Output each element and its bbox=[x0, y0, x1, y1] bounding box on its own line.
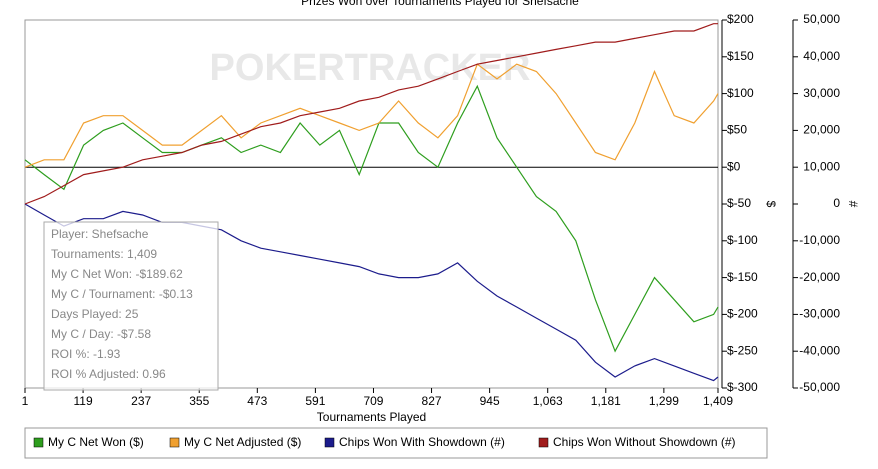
y2-tick-label: 50,000 bbox=[803, 12, 840, 26]
y2-tick-label: 0 bbox=[833, 196, 840, 210]
legend-label: My C Net Adjusted ($) bbox=[184, 435, 301, 449]
y-tick-label: $200 bbox=[727, 12, 754, 26]
y-tick-label: $0 bbox=[727, 159, 741, 173]
x-axis-label: Tournaments Played bbox=[317, 410, 426, 424]
y2-tick-label: 20,000 bbox=[803, 123, 840, 137]
watermark: POKERTRACKER bbox=[210, 47, 531, 89]
y-tick-label: $50 bbox=[727, 123, 747, 137]
tooltip-line: ROI %: -1.93 bbox=[51, 347, 121, 361]
tooltip-line: My C / Day: -$7.58 bbox=[51, 327, 151, 341]
legend-label: My C Net Won ($) bbox=[48, 435, 144, 449]
chart-title: Prizes Won over Tournaments Played for S… bbox=[301, 0, 579, 8]
tooltip-box bbox=[43, 221, 219, 391]
y-tick-label: $150 bbox=[727, 49, 754, 63]
y2-tick-label: -30,000 bbox=[799, 307, 840, 321]
legend-swatch bbox=[33, 437, 44, 448]
x-tick-label: 355 bbox=[189, 394, 209, 408]
y-tick-label: $-200 bbox=[727, 307, 758, 321]
x-tick-label: 1,299 bbox=[649, 394, 679, 408]
y2-tick-label: 40,000 bbox=[803, 49, 840, 63]
tooltip-line: Player: Shefsache bbox=[51, 227, 149, 241]
y2-tick-label: -40,000 bbox=[799, 343, 840, 357]
legend-label: Chips Won With Showdown (#) bbox=[339, 435, 505, 449]
legend-swatch bbox=[324, 437, 335, 448]
y2-axis-label: # bbox=[846, 201, 860, 208]
y2-tick-label: 10,000 bbox=[803, 159, 840, 173]
series-line bbox=[24, 23, 718, 205]
y-tick-label: $100 bbox=[727, 86, 754, 100]
y-tick-label: $-150 bbox=[727, 270, 758, 284]
x-tick-label: 591 bbox=[305, 394, 325, 408]
legend-swatch bbox=[169, 437, 180, 448]
y-tick-label: $-100 bbox=[727, 233, 758, 247]
series-line bbox=[24, 203, 719, 382]
legend-swatch bbox=[538, 437, 549, 448]
tooltip-line: Tournaments: 1,409 bbox=[51, 247, 157, 261]
legend-box bbox=[24, 427, 768, 459]
tooltip-line: ROI % Adjusted: 0.96 bbox=[51, 367, 166, 381]
series-line bbox=[24, 63, 719, 168]
legend-label: Chips Won Without Showdown (#) bbox=[553, 435, 736, 449]
y2-tick-label: -50,000 bbox=[799, 380, 840, 394]
x-tick-label: 119 bbox=[74, 394, 93, 408]
x-tick-label: 1,409 bbox=[703, 394, 733, 408]
tooltip-line: Days Played: 25 bbox=[51, 307, 139, 321]
x-tick-label: 1,181 bbox=[591, 394, 621, 408]
y-tick-label: $-250 bbox=[727, 343, 758, 357]
x-tick-label: 1,063 bbox=[533, 394, 563, 408]
x-tick-label: 237 bbox=[131, 394, 151, 408]
y-tick-label: $-300 bbox=[727, 380, 758, 394]
y2-tick-label: -20,000 bbox=[799, 270, 840, 284]
x-tick-label: 827 bbox=[422, 394, 442, 408]
x-tick-label: 945 bbox=[480, 394, 500, 408]
y-axis-label: $ bbox=[764, 201, 778, 208]
y2-tick-label: 30,000 bbox=[803, 86, 840, 100]
tooltip-line: My C Net Won: -$189.62 bbox=[51, 267, 183, 281]
y2-tick-label: -10,000 bbox=[799, 233, 840, 247]
tooltip-line: My C / Tournament: -$0.13 bbox=[51, 287, 193, 301]
y-tick-label: $-50 bbox=[727, 196, 751, 210]
x-tick-label: 1 bbox=[22, 394, 29, 408]
x-tick-label: 709 bbox=[363, 394, 383, 408]
x-tick-label: 473 bbox=[247, 394, 267, 408]
